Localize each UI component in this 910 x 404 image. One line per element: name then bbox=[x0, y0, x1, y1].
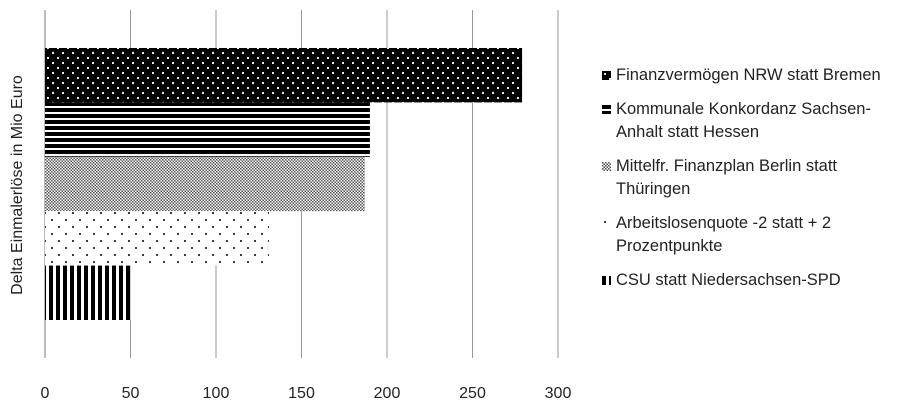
x-tick-label: 50 bbox=[122, 385, 140, 402]
legend-swatch bbox=[602, 105, 611, 114]
plot: Delta Einmalerlöse in Mio Euro 0 50 100 150… bbox=[9, 10, 572, 402]
legend-item: CSU statt Niedersachsen-SPD bbox=[600, 269, 906, 292]
legend-item: Finanzvermögen NRW statt Bremen bbox=[600, 64, 906, 87]
x-tick-label: 150 bbox=[288, 385, 315, 402]
x-tick-label: 250 bbox=[459, 385, 486, 402]
legend: Finanzvermögen NRW statt Bremen Kommunale… bbox=[600, 64, 906, 303]
bar bbox=[45, 265, 131, 320]
legend-label: Kommunale Konkordanz Sachsen-Anhalt stat… bbox=[616, 100, 871, 141]
bar bbox=[45, 102, 370, 157]
x-tick-label: 200 bbox=[374, 385, 401, 402]
legend-label: Arbeitslosenquote -2 statt + 2 Prozentpu… bbox=[616, 214, 832, 255]
bar bbox=[45, 211, 270, 266]
legend-label: Mittelfr. Finanzplan Berlin statt Thürin… bbox=[616, 157, 838, 198]
legend-item: Mittelfr. Finanzplan Berlin statt Thürin… bbox=[600, 155, 906, 201]
legend-item: Arbeitslosenquote -2 statt + 2 Prozentpu… bbox=[600, 212, 906, 258]
legend-marker bbox=[602, 105, 611, 114]
legend-swatch bbox=[602, 276, 611, 285]
legend-marker bbox=[602, 71, 611, 80]
bar bbox=[45, 48, 523, 103]
legend-swatch bbox=[602, 162, 611, 171]
x-tick-label: 0 bbox=[41, 385, 50, 402]
legend-swatch bbox=[602, 71, 611, 80]
legend-marker bbox=[602, 276, 611, 285]
x-tick-label: 300 bbox=[545, 385, 572, 402]
legend-item: Kommunale Konkordanz Sachsen-Anhalt stat… bbox=[600, 98, 906, 144]
legend-marker bbox=[602, 219, 611, 228]
legend-label: Finanzvermögen NRW statt Bremen bbox=[616, 66, 881, 84]
legend-marker bbox=[602, 162, 611, 171]
y-axis-label: Delta Einmalerlöse in Mio Euro bbox=[9, 75, 26, 295]
legend-label: CSU statt Niedersachsen-SPD bbox=[616, 271, 841, 289]
x-tick-label: 100 bbox=[203, 385, 230, 402]
legend-swatch bbox=[602, 219, 611, 228]
bar bbox=[45, 156, 365, 212]
